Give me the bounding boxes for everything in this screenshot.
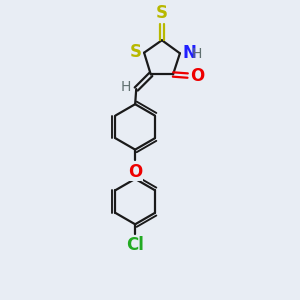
Text: H: H [191,47,202,61]
Text: O: O [190,67,205,85]
Text: S: S [156,4,168,22]
Text: N: N [182,44,196,62]
Text: O: O [128,163,142,181]
Text: H: H [120,80,131,94]
Text: Cl: Cl [126,236,144,254]
Text: S: S [130,43,142,61]
